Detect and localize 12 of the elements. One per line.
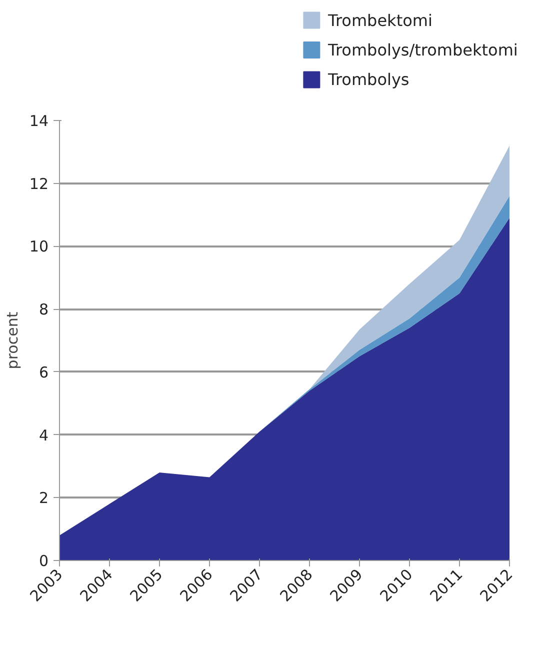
legend-label: Trombektomi: [327, 10, 432, 30]
y-tick-label: 0: [38, 552, 49, 570]
y-tick-label: 4: [38, 426, 49, 444]
legend-label: Trombolys/trombektomi: [327, 40, 518, 60]
y-tick-label: 14: [29, 112, 49, 130]
y-tick-label: 2: [38, 489, 49, 508]
y-tick-label: 10: [29, 238, 49, 256]
legend-label: Trombolys: [327, 70, 410, 90]
y-tick-label: 8: [38, 300, 49, 319]
y-tick-label: 6: [38, 363, 49, 382]
y-tick-label: 12: [29, 174, 49, 193]
y-axis-title: procent: [3, 312, 22, 370]
